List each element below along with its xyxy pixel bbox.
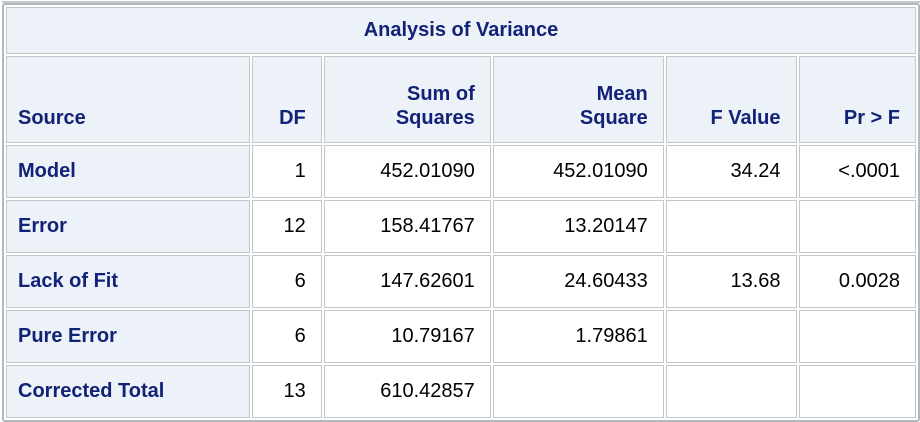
cell-pure-error-df: 6 — [252, 310, 322, 363]
cell-model-f-value: 34.24 — [665, 145, 797, 198]
cell-error-pr-f — [798, 200, 916, 253]
table-title: Analysis of Variance — [6, 7, 916, 54]
col-header-pr-f: Pr > F — [798, 56, 916, 143]
row-header-model: Model — [6, 145, 251, 198]
cell-corrected-total-sum-of-squares: 610.42857 — [323, 365, 491, 418]
cell-error-df: 12 — [252, 200, 322, 253]
cell-corrected-total-mean-square — [492, 365, 664, 418]
cell-corrected-total-df: 13 — [252, 365, 322, 418]
col-header-mean-square: Mean Square — [492, 56, 664, 143]
cell-error-sum-of-squares: 158.41767 — [323, 200, 491, 253]
row-header-pure-error: Pure Error — [6, 310, 251, 363]
cell-model-sum-of-squares: 452.01090 — [323, 145, 491, 198]
table-row-corrected-total: Corrected Total 13 610.42857 — [6, 365, 916, 418]
col-header-source: Source — [6, 56, 251, 143]
cell-model-pr-f: <.0001 — [798, 145, 916, 198]
cell-corrected-total-f-value — [665, 365, 797, 418]
table-row-lack-of-fit: Lack of Fit 6 147.62601 24.60433 13.68 0… — [6, 255, 916, 308]
cell-error-f-value — [665, 200, 797, 253]
cell-pure-error-sum-of-squares: 10.79167 — [323, 310, 491, 363]
cell-pure-error-f-value — [665, 310, 797, 363]
cell-lack-of-fit-mean-square: 24.60433 — [492, 255, 664, 308]
header-row: Source DF Sum of Squares Mean Square F V… — [6, 56, 916, 143]
cell-lack-of-fit-sum-of-squares: 147.62601 — [323, 255, 491, 308]
col-header-sum-of-squares: Sum of Squares — [323, 56, 491, 143]
cell-lack-of-fit-pr-f: 0.0028 — [798, 255, 916, 308]
col-header-df: DF — [252, 56, 322, 143]
cropped-content-edge — [2, 1, 920, 3]
table-row-pure-error: Pure Error 6 10.79167 1.79861 — [6, 310, 916, 363]
title-row: Analysis of Variance — [6, 7, 916, 54]
cell-corrected-total-pr-f — [798, 365, 916, 418]
cell-error-mean-square: 13.20147 — [492, 200, 664, 253]
cell-model-df: 1 — [252, 145, 322, 198]
cell-pure-error-pr-f — [798, 310, 916, 363]
row-header-error: Error — [6, 200, 251, 253]
cell-lack-of-fit-df: 6 — [252, 255, 322, 308]
row-header-lack-of-fit: Lack of Fit — [6, 255, 251, 308]
cell-pure-error-mean-square: 1.79861 — [492, 310, 664, 363]
anova-table-wrapper: Analysis of Variance Source DF Sum of Sq… — [2, 3, 920, 422]
anova-table: Analysis of Variance Source DF Sum of Sq… — [2, 3, 920, 422]
table-row-model: Model 1 452.01090 452.01090 34.24 <.0001 — [6, 145, 916, 198]
cell-lack-of-fit-f-value: 13.68 — [665, 255, 797, 308]
row-header-corrected-total: Corrected Total — [6, 365, 251, 418]
cell-model-mean-square: 452.01090 — [492, 145, 664, 198]
table-row-error: Error 12 158.41767 13.20147 — [6, 200, 916, 253]
col-header-f-value: F Value — [665, 56, 797, 143]
